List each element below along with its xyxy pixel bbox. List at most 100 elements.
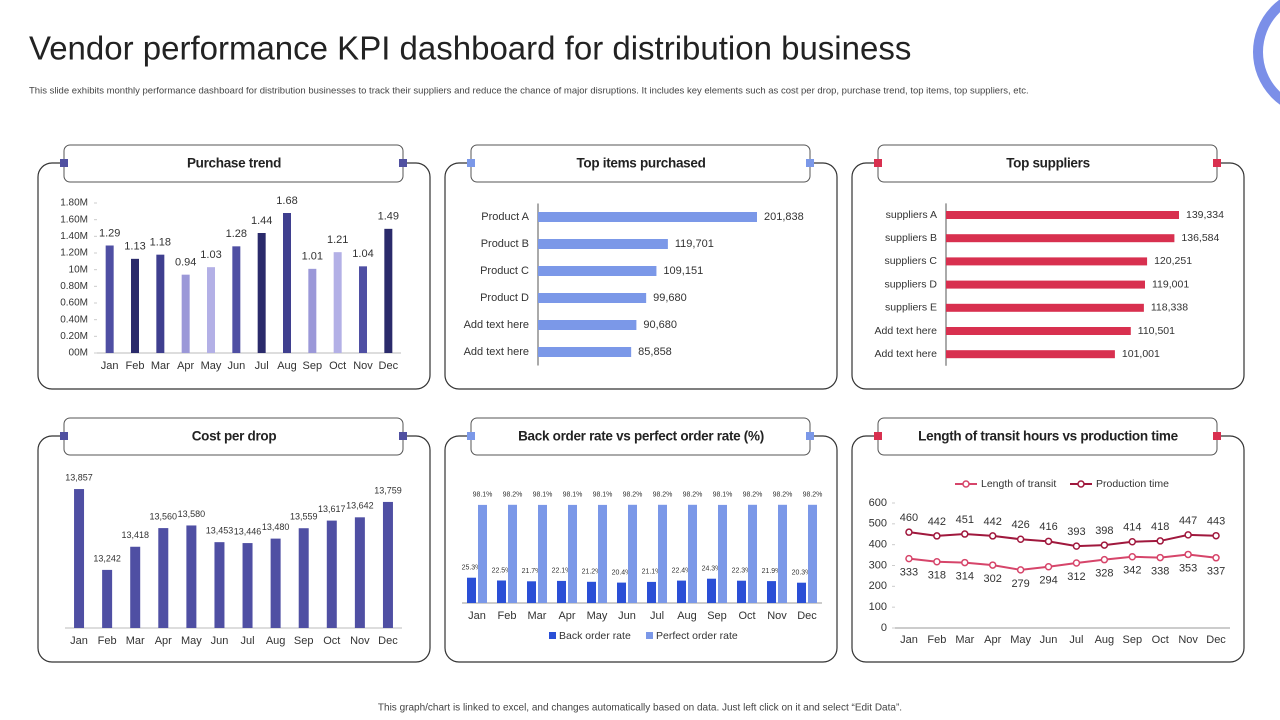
bar	[767, 581, 776, 603]
legend-label: Length of transit	[981, 478, 1056, 490]
bar	[333, 252, 342, 353]
line-point	[961, 530, 969, 538]
x-tick-label: Nov	[353, 360, 373, 372]
x-tick-label: Nov	[1178, 634, 1198, 646]
value-label: 109,151	[663, 265, 703, 277]
category-label: suppliers B	[885, 232, 937, 244]
legend-label: Perfect order rate	[656, 630, 738, 642]
value-label: 442	[984, 516, 1002, 528]
value-label: 98.1%	[473, 492, 493, 499]
value-label: 328	[1095, 568, 1113, 580]
line-point	[1100, 555, 1109, 564]
line-series	[908, 531, 1217, 548]
value-label: 13,453	[206, 526, 234, 536]
x-tick-label: Aug	[266, 635, 286, 647]
x-tick-label: Oct	[738, 610, 755, 622]
category-label: Add text here	[464, 346, 529, 358]
x-tick-label: Jun	[227, 360, 245, 372]
line-point	[1016, 535, 1025, 543]
y-tick-label: 0.40M	[60, 314, 88, 325]
value-label: 447	[1179, 515, 1197, 527]
x-tick-label: Feb	[927, 634, 946, 646]
y-tick-label: 400	[869, 539, 887, 551]
header-dot	[467, 432, 475, 440]
bar	[538, 320, 637, 330]
line-point	[1016, 566, 1025, 574]
x-tick-label: Mar	[151, 360, 170, 372]
bar	[538, 212, 757, 222]
value-label: 1.18	[150, 237, 171, 249]
line-series	[908, 553, 1217, 571]
value-label: 21.9%	[762, 568, 782, 575]
line-point	[933, 558, 941, 566]
y-tick-label: 1.80M	[60, 198, 88, 209]
value-label: 1.44	[251, 215, 272, 227]
bar	[797, 582, 806, 603]
value-label: 1.68	[276, 195, 297, 207]
bar	[384, 228, 393, 353]
bar	[647, 581, 656, 603]
value-label: 98.1%	[713, 492, 733, 499]
bar	[232, 246, 241, 353]
header-dot	[60, 432, 68, 440]
value-label: 13,480	[262, 522, 290, 532]
value-label: 22.5%	[492, 567, 512, 574]
x-tick-label: Jul	[255, 360, 269, 372]
x-tick-label: Mar	[955, 634, 974, 646]
value-label: 98.2%	[683, 492, 703, 499]
value-label: 99,680	[653, 292, 687, 304]
bar	[359, 266, 367, 353]
bar	[467, 577, 476, 603]
bar	[186, 525, 197, 628]
value-label: 21.1%	[642, 569, 662, 576]
value-label: 101,001	[1122, 348, 1160, 360]
category-label: suppliers E	[885, 302, 937, 314]
value-label: 201,838	[764, 211, 804, 223]
value-label: 279	[1011, 578, 1029, 590]
value-label: 13,560	[150, 511, 178, 521]
y-tick-label: 1.60M	[60, 214, 88, 225]
y-tick-label: 200	[869, 580, 887, 592]
bar	[382, 501, 393, 628]
bar	[207, 267, 215, 353]
bar	[946, 327, 1131, 335]
header-dot	[60, 159, 68, 167]
value-label: 318	[928, 570, 946, 582]
value-label: 13,857	[65, 472, 93, 482]
value-label: 314	[956, 570, 974, 582]
x-tick-label: Jun	[618, 610, 636, 622]
x-tick-label: Jan	[468, 610, 486, 622]
bar	[74, 489, 85, 628]
x-tick-label: Apr	[177, 360, 194, 372]
x-tick-label: Sep	[294, 635, 314, 647]
bar	[778, 504, 787, 603]
x-tick-label: Apr	[558, 610, 575, 622]
bar	[946, 234, 1175, 243]
header-dot	[806, 432, 814, 440]
x-tick-label: Aug	[1095, 634, 1115, 646]
bar	[748, 504, 757, 603]
line-point	[1128, 538, 1137, 546]
header-dot	[1213, 432, 1221, 440]
bar	[538, 504, 547, 603]
value-label: 13,642	[346, 501, 374, 511]
bar	[270, 538, 281, 628]
page-title: Vendor performance KPI dashboard for dis…	[29, 30, 911, 67]
y-tick-label: 0.80M	[60, 281, 88, 292]
value-label: 0.94	[175, 257, 196, 269]
value-label: 442	[928, 516, 946, 528]
bar	[497, 580, 506, 603]
value-label: 418	[1151, 521, 1169, 533]
value-label: 139,334	[1186, 209, 1224, 221]
x-tick-label: Sep	[1123, 634, 1143, 646]
line-point	[933, 532, 941, 540]
x-tick-label: Jan	[900, 634, 918, 646]
value-label: 13,446	[234, 526, 262, 536]
x-tick-label: Aug	[677, 610, 697, 622]
line-point	[1156, 537, 1164, 545]
value-label: 426	[1011, 519, 1029, 531]
header-dot	[467, 159, 475, 167]
bar	[527, 581, 536, 603]
bar	[737, 580, 746, 603]
